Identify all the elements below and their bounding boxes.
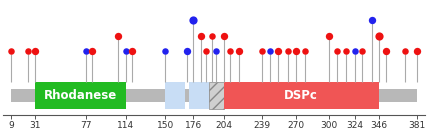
Point [89, 50, 95, 53]
Point [325, 34, 332, 37]
Point [123, 50, 129, 53]
Point [343, 50, 350, 53]
Point [258, 50, 265, 53]
Text: DSPc: DSPc [284, 89, 318, 102]
Bar [209, 82, 224, 109]
Point [115, 34, 122, 37]
Point [334, 50, 341, 53]
Point [227, 50, 234, 53]
Point [275, 50, 282, 53]
Point [221, 34, 227, 37]
Point [236, 50, 243, 53]
Point [359, 50, 366, 53]
Point [209, 34, 215, 37]
Point [266, 50, 273, 53]
Bar [35, 82, 126, 109]
Point [351, 50, 358, 53]
Point [301, 50, 308, 53]
Bar [224, 82, 379, 109]
Point [184, 50, 190, 53]
Point [213, 50, 220, 53]
Point [162, 50, 169, 53]
Point [82, 50, 89, 53]
Point [32, 50, 39, 53]
Point [292, 50, 299, 53]
Text: Rhodanese: Rhodanese [44, 89, 117, 102]
Point [369, 18, 375, 21]
Point [203, 50, 210, 53]
Point [198, 34, 205, 37]
Bar [189, 82, 209, 109]
Point [190, 18, 197, 21]
Point [375, 34, 382, 37]
Point [383, 50, 390, 53]
Point [129, 50, 136, 53]
Point [413, 50, 420, 53]
Point [25, 50, 31, 53]
Point [401, 50, 408, 53]
Bar [12, 89, 417, 102]
Point [8, 50, 15, 53]
Point [285, 50, 292, 53]
Bar [165, 82, 185, 109]
